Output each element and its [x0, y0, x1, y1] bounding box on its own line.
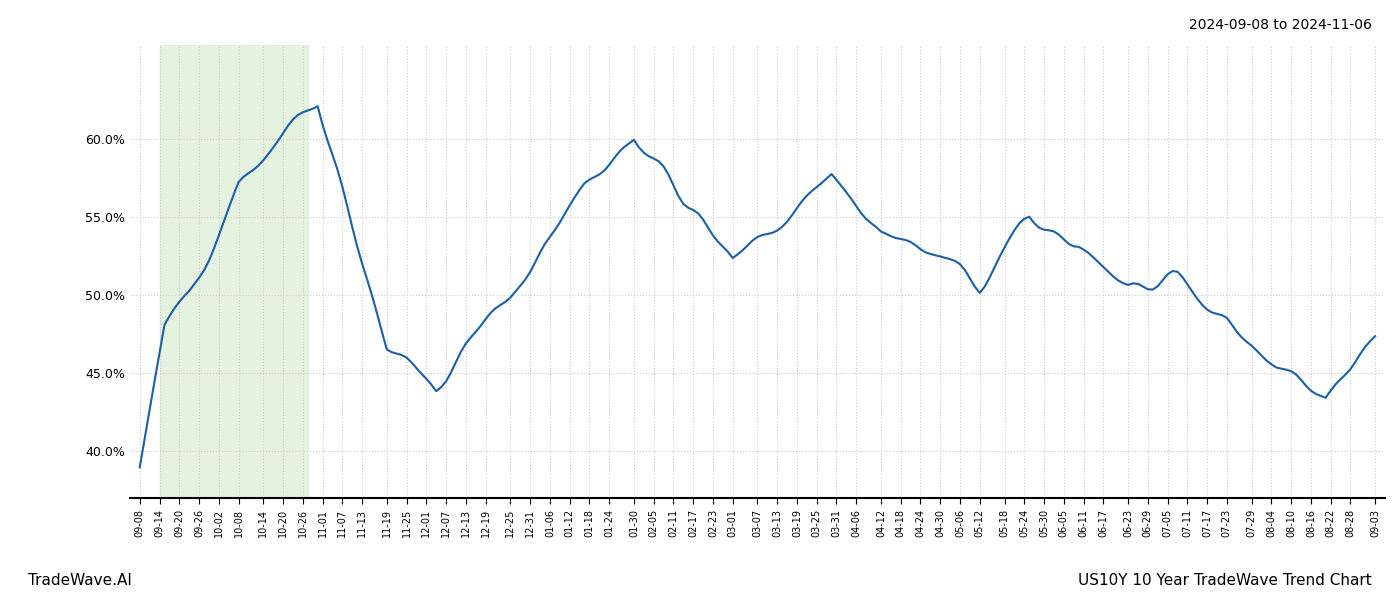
Text: TradeWave.AI: TradeWave.AI: [28, 573, 132, 588]
Text: 2024-09-08 to 2024-11-06: 2024-09-08 to 2024-11-06: [1189, 18, 1372, 32]
Text: US10Y 10 Year TradeWave Trend Chart: US10Y 10 Year TradeWave Trend Chart: [1078, 573, 1372, 588]
Bar: [160, 45, 308, 498]
